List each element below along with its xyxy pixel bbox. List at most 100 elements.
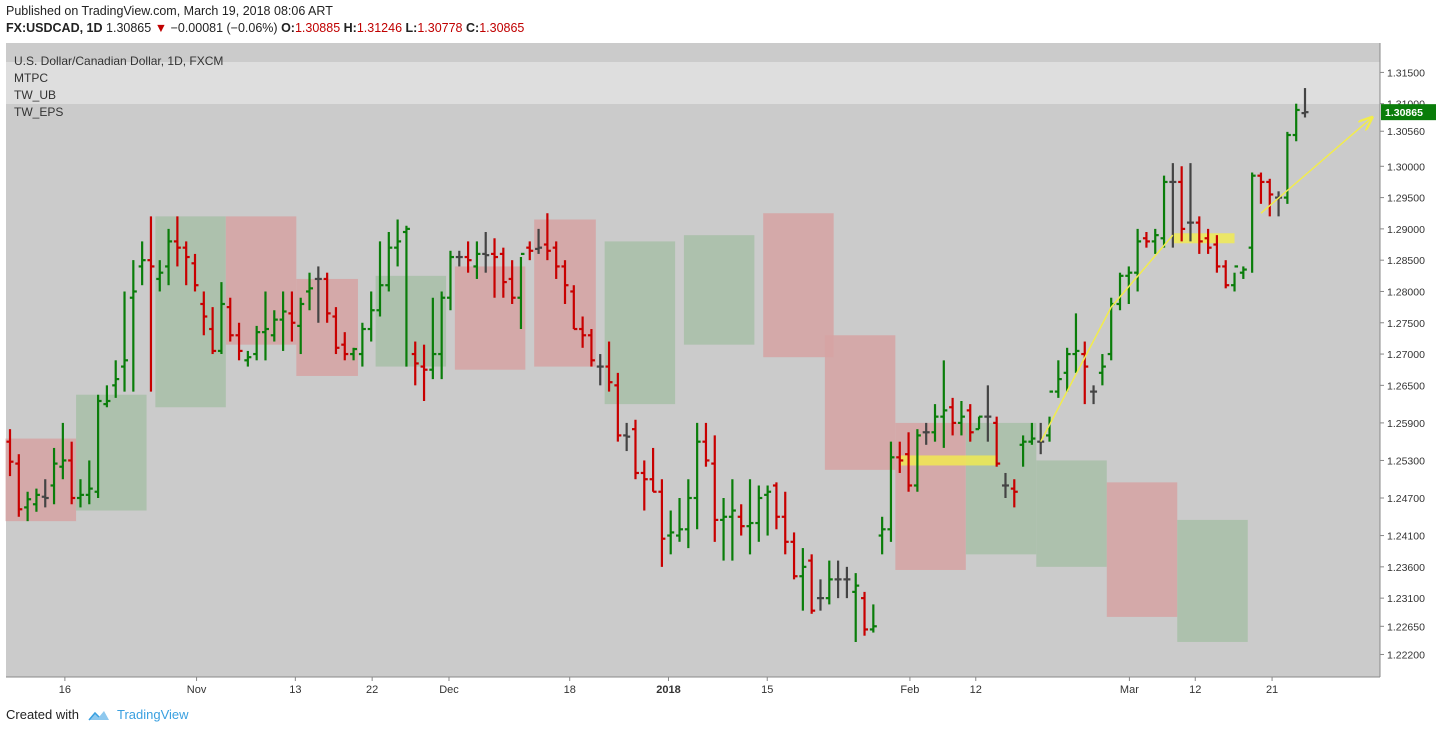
y-tick-label: 1.30000 xyxy=(1387,161,1425,173)
ohlc-bar xyxy=(1142,232,1150,248)
highlight-band-1 xyxy=(1172,233,1235,244)
ohlc-bar xyxy=(957,400,965,436)
x-tick-label: 15 xyxy=(761,684,773,696)
ohlc-bar xyxy=(473,241,481,279)
y-tick-label: 1.30560 xyxy=(1387,126,1425,138)
legend-indicator-mtpc: MTPC xyxy=(14,71,48,85)
ohlc-bar xyxy=(1257,172,1265,204)
symbol-name: FX:USDCAD, 1D xyxy=(6,21,103,35)
ohlc-bar xyxy=(394,219,402,267)
tradingview-cloud-icon xyxy=(88,710,109,720)
ohlc-bar xyxy=(658,479,666,567)
ohlc-bar xyxy=(1054,360,1062,398)
ohlc-bar xyxy=(605,341,613,392)
published-line: Published on TradingView.com, March 19, … xyxy=(6,4,333,18)
trend-arrow xyxy=(1260,117,1372,214)
x-tick-label: 13 xyxy=(289,684,301,696)
ohlc-bar xyxy=(746,479,754,555)
ohlc-bar xyxy=(1028,422,1036,445)
ohlc-bar xyxy=(85,460,93,505)
ohlc-bar xyxy=(1239,266,1247,279)
ohlc-bar xyxy=(535,228,543,254)
signal-box-8 xyxy=(604,241,676,405)
ohlc-bar xyxy=(191,253,199,292)
ohlc-bar xyxy=(438,291,446,380)
ohlc-bar xyxy=(640,460,648,511)
ohlc-bar xyxy=(1283,131,1291,204)
ohlc-bar xyxy=(940,360,948,448)
ohlc-bar xyxy=(464,241,472,273)
x-tick-label: Feb xyxy=(900,684,919,696)
ohlc-bar xyxy=(1231,265,1239,292)
y-tick-label: 1.27500 xyxy=(1387,318,1425,330)
ohlc-bar xyxy=(1266,178,1274,217)
x-tick-label: 12 xyxy=(1189,684,1201,696)
y-tick-label: 1.28000 xyxy=(1387,286,1425,298)
ohlc-bar xyxy=(217,282,225,355)
x-tick-label: 18 xyxy=(564,684,576,696)
y-tick-label: 1.22200 xyxy=(1387,649,1425,661)
ohlc-bar xyxy=(596,354,604,386)
created-with-text: Created with xyxy=(6,707,79,722)
y-tick-label: 1.31500 xyxy=(1387,67,1425,79)
signal-box-5 xyxy=(375,275,447,367)
signal-box-10 xyxy=(763,213,834,358)
ohlc-bar xyxy=(429,297,437,380)
ohlc-bar xyxy=(226,297,234,342)
ohlc-bar xyxy=(579,316,587,348)
signal-box-2 xyxy=(155,216,226,408)
trend-line-0 xyxy=(1040,306,1112,443)
ohlc-bar xyxy=(1248,172,1256,273)
ohlc-bar xyxy=(1292,103,1300,142)
ohlc-bar xyxy=(76,479,84,508)
ohlc-bar xyxy=(1301,88,1309,118)
signal-box-15 xyxy=(1106,482,1178,617)
ohlc-bar xyxy=(799,548,807,611)
high-label: H: xyxy=(343,21,357,35)
ohlc-bar xyxy=(1195,216,1203,254)
ohlc-bar xyxy=(825,560,833,605)
ohlc-bar xyxy=(138,241,146,286)
ohlc-bar xyxy=(1178,166,1186,242)
price-tag-label: 1.30865 xyxy=(1385,107,1423,119)
ohlc-bar xyxy=(517,252,525,330)
ohlc-bar xyxy=(755,485,763,542)
ohlc-bar xyxy=(684,479,692,549)
ohlc-bar xyxy=(50,447,58,505)
x-tick-label: 22 xyxy=(366,684,378,696)
ohlc-bar xyxy=(499,247,507,298)
ohlc-bar xyxy=(693,422,701,530)
tradingview-link[interactable]: TradingView xyxy=(116,707,189,722)
signal-box-11 xyxy=(824,335,896,470)
signal-box-13 xyxy=(965,422,1037,555)
ohlc-bar xyxy=(552,241,560,279)
ohlc-bar xyxy=(808,554,816,614)
ohlc-bar xyxy=(341,332,349,361)
signal-box-14 xyxy=(1036,460,1107,567)
y-tick-label: 1.27000 xyxy=(1387,349,1425,361)
ohlc-bar xyxy=(905,432,913,492)
ohlc-bar xyxy=(508,260,516,304)
ohlc-bar xyxy=(129,260,137,392)
ohlc-bar xyxy=(209,307,217,355)
ohlc-bar xyxy=(1160,175,1168,248)
y-axis: 1.315001.310001.305601.300001.295001.290… xyxy=(1380,67,1425,661)
ohlc-bar xyxy=(1222,260,1230,289)
ohlc-bar xyxy=(922,422,930,445)
ohlc-bar xyxy=(975,415,983,431)
ohlc-bar xyxy=(455,250,463,267)
ohlc-bar xyxy=(446,250,454,311)
x-tick-label: Dec xyxy=(439,684,459,696)
ohlc-bar xyxy=(852,573,860,642)
ohlc-bar xyxy=(649,447,657,493)
ohlc-bar xyxy=(816,579,824,611)
ohlc-bar xyxy=(631,419,639,480)
ohlc-bar xyxy=(913,429,921,492)
signal-box-9 xyxy=(683,235,755,345)
x-tick-label: 16 xyxy=(59,684,71,696)
ohlc-bar xyxy=(279,291,287,351)
published-text: Published on TradingView.com, March 19, … xyxy=(6,4,333,18)
ohlc-bar xyxy=(1204,228,1212,254)
y-tick-label: 1.25900 xyxy=(1387,418,1425,430)
